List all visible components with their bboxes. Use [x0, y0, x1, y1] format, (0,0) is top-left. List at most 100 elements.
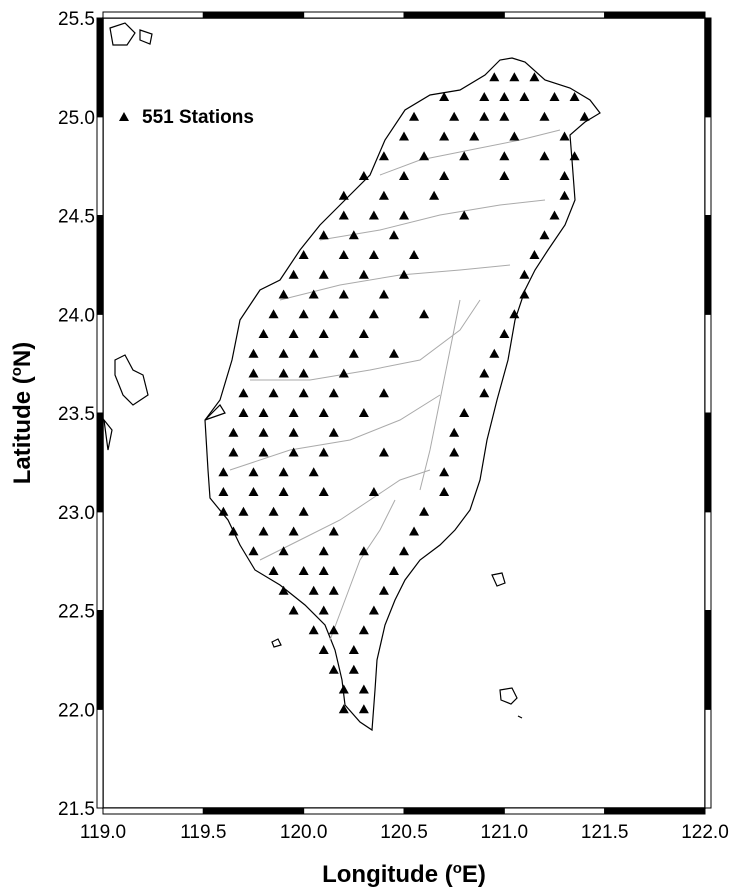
station: [569, 92, 580, 101]
station: [429, 190, 440, 200]
station: [579, 111, 590, 121]
y-tick-label: 25.0: [58, 108, 95, 129]
station: [308, 348, 319, 358]
y-tick-label: 22.0: [58, 700, 95, 721]
station: [258, 329, 269, 338]
station: [459, 408, 470, 417]
station: [318, 230, 329, 240]
station: [348, 645, 359, 654]
station: [288, 427, 299, 437]
station: [258, 427, 269, 437]
station: [288, 605, 299, 615]
station: [328, 427, 339, 437]
station: [559, 190, 570, 200]
station: [318, 645, 329, 654]
station: [268, 309, 279, 319]
station: [328, 388, 339, 398]
station: [228, 447, 239, 457]
y-tick-label: 23.0: [58, 503, 95, 524]
station: [439, 467, 450, 477]
x-tick-label: 121.0: [481, 822, 529, 843]
station: [318, 329, 329, 338]
border-segment: [96, 215, 104, 315]
border-segment: [102, 807, 204, 815]
station: [278, 546, 289, 556]
y-tick-label: 24.5: [58, 207, 95, 228]
station: [288, 329, 299, 338]
station: [328, 625, 339, 635]
station: [358, 704, 369, 714]
station: [378, 190, 389, 200]
station: [388, 348, 399, 358]
x-tick-label: 119.0: [80, 822, 126, 843]
station: [328, 526, 339, 536]
station: [378, 289, 389, 299]
station: [238, 388, 249, 398]
station: [388, 566, 399, 575]
border-segment: [96, 17, 104, 118]
station: [368, 309, 379, 319]
station: [358, 684, 369, 694]
station: [298, 566, 309, 575]
y-tick-label: 22.5: [58, 602, 95, 623]
station: [388, 230, 399, 240]
border-segment: [202, 807, 305, 815]
border-segment: [96, 708, 104, 809]
border-segment: [102, 11, 204, 19]
station: [308, 289, 319, 299]
station: [288, 447, 299, 457]
station: [218, 506, 229, 516]
station: [238, 408, 249, 417]
station: [298, 250, 309, 259]
station: [278, 368, 289, 378]
station: [459, 210, 470, 220]
station: [409, 111, 420, 121]
border-segment: [503, 807, 606, 815]
station: [268, 566, 279, 575]
station: [338, 190, 349, 200]
station: [288, 269, 299, 279]
station: [338, 210, 349, 220]
station: [258, 408, 269, 417]
station: [509, 72, 520, 82]
station: [338, 368, 349, 378]
station: [358, 408, 369, 417]
station: [308, 585, 319, 595]
station: [228, 427, 239, 437]
border-segment: [704, 511, 712, 611]
border-segment: [96, 313, 104, 414]
station: [399, 546, 409, 556]
station: [499, 151, 510, 161]
border-segment: [704, 215, 712, 315]
station: [268, 388, 279, 398]
station: [539, 151, 550, 161]
station: [399, 269, 409, 279]
station: [258, 447, 269, 457]
border-segment: [604, 807, 706, 815]
station: [399, 131, 409, 141]
station: [499, 329, 510, 338]
station: [318, 269, 329, 279]
station: [358, 269, 369, 279]
station: [469, 131, 480, 141]
x-tick-label: 121.5: [581, 822, 629, 843]
station: [439, 487, 450, 496]
border-segment: [704, 116, 712, 216]
station: [499, 171, 510, 180]
station: [449, 111, 460, 121]
rivers: [229, 129, 561, 641]
x-tick-label: 119.5: [180, 822, 226, 843]
legend-symbol: [119, 112, 129, 121]
legend: 551 Stations: [119, 107, 254, 128]
station: [449, 427, 460, 437]
station: [569, 151, 580, 161]
station: [539, 111, 550, 121]
border-segment: [96, 412, 104, 513]
station: [358, 546, 369, 556]
y-tick-label: 23.5: [58, 404, 95, 425]
station: [318, 447, 329, 457]
station: [278, 487, 289, 496]
station: [278, 289, 289, 299]
station: [378, 388, 389, 398]
station: [489, 348, 500, 358]
